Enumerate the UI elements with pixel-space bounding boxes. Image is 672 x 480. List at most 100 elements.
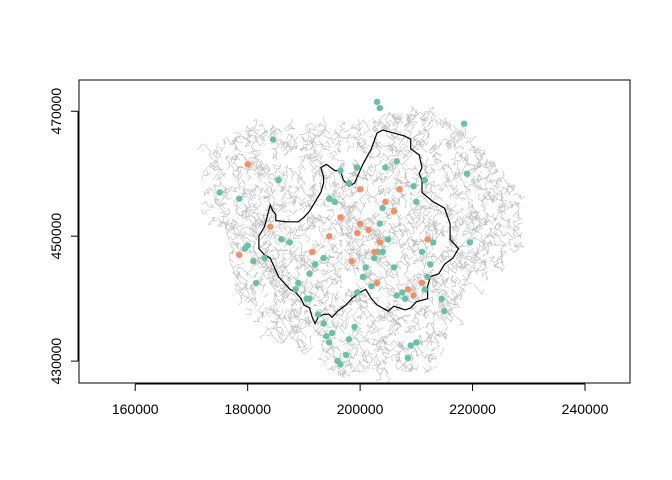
data-point (410, 183, 417, 190)
data-point (348, 258, 355, 265)
x-tick-label: 200000 (337, 401, 384, 417)
data-point (410, 292, 417, 299)
data-point (275, 176, 282, 184)
data-point (362, 264, 369, 271)
data-point (244, 242, 251, 249)
data-point (337, 214, 344, 221)
data-point (320, 320, 327, 327)
data-point (430, 239, 437, 246)
data-point (356, 186, 364, 193)
data-point (267, 223, 274, 230)
data-point (401, 295, 409, 302)
data-point (463, 170, 471, 177)
data-point (424, 236, 431, 243)
data-point (250, 258, 257, 265)
data-point (418, 279, 426, 287)
data-point (407, 342, 414, 349)
data-point (236, 251, 243, 259)
data-point (326, 195, 333, 202)
data-point (382, 198, 389, 205)
road-network-lines (196, 106, 526, 383)
road-network (196, 106, 526, 383)
data-point (421, 176, 428, 184)
x-axis: 160000 180000 200000 220000 240000 (112, 383, 609, 417)
data-point (331, 198, 338, 205)
data-point (354, 164, 361, 171)
city-boundary (258, 129, 460, 326)
y-axis: 430000 450000 470000 (48, 88, 79, 385)
plot-frame (78, 79, 631, 384)
data-point (295, 279, 302, 287)
data-point (326, 339, 333, 346)
data-point (460, 120, 468, 127)
data-point (365, 226, 372, 234)
data-point (306, 270, 313, 277)
data-point (466, 239, 473, 246)
data-point (373, 98, 381, 106)
data-point (354, 229, 361, 237)
data-point (385, 236, 392, 243)
data-point (441, 308, 448, 315)
data-point (390, 264, 398, 271)
data-point (269, 136, 277, 143)
y-tick-label: 470000 (48, 88, 64, 135)
data-point (326, 233, 333, 240)
data-point (354, 289, 361, 296)
x-tick-label: 220000 (449, 401, 496, 417)
data-point (216, 189, 223, 196)
data-point (323, 332, 330, 340)
data-point (382, 164, 389, 171)
data-point (252, 279, 260, 287)
data-point (438, 295, 445, 302)
x-tick-label: 240000 (562, 401, 609, 417)
data-point (427, 261, 434, 268)
y-tick-label: 450000 (48, 213, 64, 260)
data-point (303, 295, 310, 302)
data-point (236, 195, 243, 202)
data-point (359, 273, 367, 280)
data-point (337, 361, 344, 368)
city-boundary-layer (258, 129, 460, 326)
data-point (278, 236, 285, 243)
data-point (345, 179, 353, 187)
data-point (424, 273, 431, 280)
data-point (244, 161, 251, 168)
data-points-layer (216, 98, 473, 368)
data-point (413, 198, 420, 205)
data-point (396, 186, 403, 193)
data-point (261, 254, 268, 262)
data-point (393, 292, 400, 299)
data-point (404, 286, 412, 293)
data-point (376, 104, 383, 112)
data-point (320, 254, 327, 262)
data-point (309, 248, 316, 255)
data-point (286, 239, 293, 246)
data-point (371, 248, 378, 255)
data-point (379, 248, 386, 255)
data-point (311, 261, 319, 268)
data-point (368, 283, 375, 290)
x-tick-label: 180000 (224, 401, 271, 417)
data-point (418, 248, 426, 255)
data-point (314, 311, 322, 318)
y-tick-label: 430000 (48, 338, 64, 385)
data-point (413, 339, 420, 346)
x-tick-label: 160000 (112, 401, 159, 417)
data-point (328, 329, 336, 337)
data-point (345, 336, 353, 343)
data-point (390, 208, 398, 215)
data-point (292, 286, 299, 293)
data-point (337, 167, 344, 174)
data-point (399, 289, 406, 296)
data-point (393, 158, 400, 165)
data-point (376, 239, 383, 246)
data-point (404, 354, 412, 362)
data-point (379, 204, 386, 212)
data-point (373, 279, 381, 287)
data-point (351, 323, 358, 330)
data-point (376, 220, 383, 227)
data-point (421, 286, 428, 293)
data-point (371, 254, 378, 262)
data-point (356, 220, 364, 227)
